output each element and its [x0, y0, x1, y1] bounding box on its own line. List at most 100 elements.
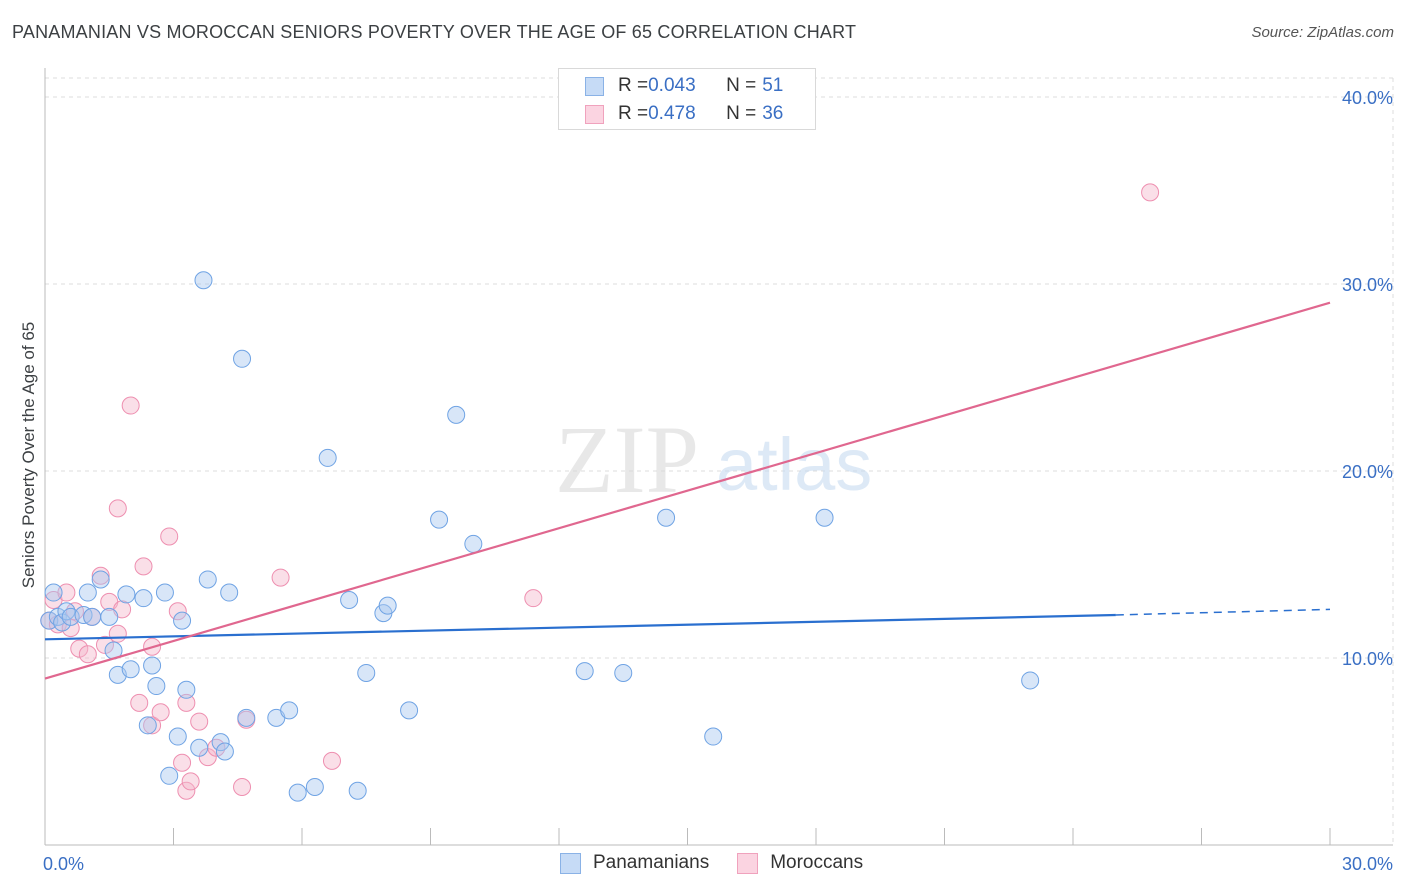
data-point	[134, 557, 153, 576]
data-point	[44, 583, 63, 602]
data-point	[211, 733, 230, 752]
data-point	[177, 781, 196, 800]
data-point	[190, 712, 209, 731]
series-legend: Panamanians Moroccans	[560, 852, 891, 874]
x-tick-label: 30.0%	[1342, 854, 1393, 874]
data-point	[233, 349, 252, 368]
legend-n-value: 51	[762, 75, 784, 96]
data-point	[357, 663, 376, 682]
data-point	[348, 781, 367, 800]
legend-item-panamanians: Panamanians	[560, 852, 709, 874]
data-point	[704, 727, 723, 746]
data-point	[121, 396, 140, 415]
legend-row-panamanians: R = 0.043 N = 51	[585, 74, 783, 98]
data-point	[130, 693, 149, 712]
data-point	[657, 508, 676, 527]
chart-source: Source: ZipAtlas.com	[1251, 24, 1394, 41]
data-point	[400, 701, 419, 720]
data-point	[177, 680, 196, 699]
data-point	[447, 405, 466, 424]
data-point	[340, 591, 359, 610]
data-point	[288, 783, 307, 802]
data-point	[100, 607, 119, 626]
panamanians-trend-line	[44, 613, 1116, 641]
y-tick-label: 40.0%	[1342, 88, 1393, 108]
data-point	[168, 602, 187, 621]
data-point	[430, 510, 449, 529]
y-axis-label: Seniors Poverty Over the Age of 65	[19, 321, 38, 589]
legend-swatch-panamanians	[560, 852, 581, 874]
data-point	[378, 596, 397, 615]
legend-r-label: R =	[618, 103, 649, 124]
data-point	[138, 716, 157, 735]
data-point	[70, 639, 89, 658]
data-point	[524, 589, 543, 608]
legend-swatch-moroccans	[737, 852, 759, 874]
data-point	[108, 499, 127, 518]
legend-r-value: 0.043	[648, 75, 696, 96]
x-tick-label: 0.0%	[43, 854, 84, 874]
stats-legend: R = 0.043 N = 51 R = 0.478 N = 36	[558, 68, 816, 130]
data-point	[815, 508, 834, 527]
watermark: ZIP atlas	[555, 406, 872, 513]
legend-row-moroccans: R = 0.478 N = 36	[585, 102, 783, 126]
data-point	[220, 583, 239, 602]
data-point	[91, 566, 110, 585]
legend-r-label: R =	[618, 75, 649, 96]
data-point	[194, 271, 213, 290]
data-point	[322, 751, 341, 770]
panamanians-trend-extension	[1115, 608, 1331, 616]
legend-swatch-moroccans	[585, 104, 604, 124]
data-point	[271, 568, 290, 587]
panamanians-points	[40, 271, 1040, 802]
data-point	[181, 772, 200, 791]
legend-n-label: N =	[726, 75, 757, 96]
data-point	[143, 656, 162, 675]
legend-label-panamanians: Panamanians	[593, 852, 710, 873]
y-tick-label: 30.0%	[1342, 275, 1393, 295]
data-point	[108, 624, 127, 643]
data-point	[134, 589, 153, 608]
data-point	[1021, 671, 1040, 690]
legend-label-moroccans: Moroccans	[770, 852, 864, 873]
data-point	[305, 778, 324, 797]
data-point	[198, 570, 217, 589]
data-point	[173, 753, 192, 772]
trend-lines	[44, 301, 1331, 680]
tick-labels: 10.0% 20.0% 30.0% 40.0% 0.0% 30.0%	[43, 88, 1393, 874]
data-point	[95, 635, 114, 654]
data-point	[177, 693, 196, 712]
data-point	[143, 716, 162, 735]
data-point	[1141, 183, 1160, 202]
data-point	[614, 663, 633, 682]
data-point	[147, 677, 166, 696]
legend-swatch-panamanians	[585, 76, 604, 96]
data-point	[121, 660, 140, 679]
data-point	[173, 611, 192, 630]
legend-r-value: 0.478	[648, 103, 696, 124]
data-point	[91, 570, 110, 589]
data-point	[151, 703, 170, 722]
data-point	[160, 766, 179, 785]
moroccans-trend-line	[44, 301, 1331, 680]
data-point	[57, 583, 76, 602]
data-point	[78, 645, 97, 664]
legend-n-label: N =	[726, 103, 757, 124]
data-point	[83, 607, 102, 626]
data-point	[575, 662, 594, 681]
data-point	[160, 527, 179, 546]
y-tick-label: 20.0%	[1342, 462, 1393, 482]
legend-item-moroccans: Moroccans	[737, 852, 863, 874]
y-tick-label: 10.0%	[1342, 649, 1393, 669]
legend-n-value: 36	[762, 103, 784, 124]
chart-title: PANAMANIAN VS MOROCCAN SENIORS POVERTY O…	[12, 22, 857, 42]
watermark-zip: ZIP	[555, 406, 699, 513]
data-point	[155, 583, 174, 602]
data-point	[53, 613, 72, 632]
data-point	[233, 778, 252, 797]
data-point	[190, 738, 209, 757]
data-point	[237, 708, 256, 727]
data-point	[117, 585, 136, 604]
axes	[44, 68, 1393, 846]
